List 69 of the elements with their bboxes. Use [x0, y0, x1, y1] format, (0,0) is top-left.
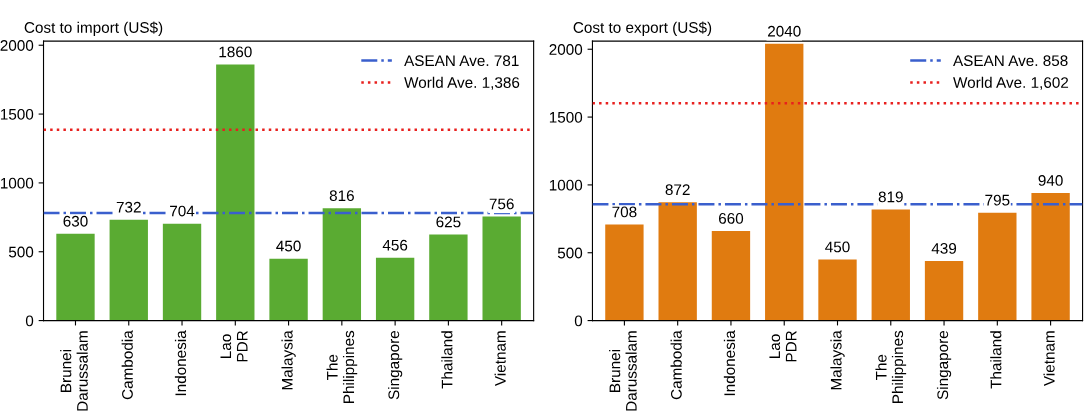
data-label: 795 — [985, 194, 1010, 206]
bar — [924, 261, 964, 321]
x-tick-label: Brunei Darussalam — [60, 331, 88, 411]
x-tick-label: Brunei Darussalam — [609, 331, 637, 411]
y-tick-label: 500 — [557, 247, 583, 259]
data-label: 756 — [489, 198, 514, 210]
x-tick-label: The Philippines — [326, 330, 358, 403]
bar — [818, 259, 857, 321]
bar — [216, 64, 255, 321]
bar — [162, 223, 202, 321]
y-tick-label: 1000 — [0, 177, 34, 189]
data-label: 940 — [1038, 175, 1063, 186]
y-tick-label: 1500 — [0, 108, 34, 120]
bar — [56, 233, 95, 321]
data-label: 450 — [276, 240, 301, 252]
x-tick-label: Singapore — [388, 330, 403, 400]
x-tick-label: Indonesia — [723, 330, 736, 396]
data-label: 872 — [665, 184, 690, 196]
bar — [978, 212, 1017, 321]
bar — [109, 219, 148, 321]
bar — [871, 209, 910, 321]
bar — [322, 208, 362, 321]
bar — [375, 257, 415, 321]
data-label: 450 — [825, 241, 850, 253]
x-tick-label: Malaysia — [830, 330, 845, 390]
x-tick-label: Vietnam — [1043, 331, 1055, 387]
y-tick-label: 1500 — [549, 111, 583, 123]
x-tick-label: Lao PDR — [220, 331, 248, 362]
x-tick-label: Cambodia — [121, 330, 133, 400]
x-tick-label: Thailand — [990, 331, 1002, 389]
data-label: 630 — [63, 215, 88, 227]
data-label: 732 — [116, 201, 141, 213]
legend-label: ASEAN Ave. 858 — [953, 55, 1068, 67]
data-label: 625 — [436, 216, 461, 228]
data-label: 708 — [612, 206, 637, 218]
bar — [765, 43, 804, 321]
bar — [269, 258, 308, 321]
y-tick-label: 0 — [25, 315, 34, 327]
chart-title: Cost to export (US$) — [573, 21, 712, 36]
x-tick-label: Indonesia — [174, 330, 187, 396]
y-tick-label: 500 — [8, 246, 34, 258]
data-label: 704 — [170, 205, 195, 217]
bar — [658, 202, 697, 321]
y-tick-label: 2000 — [0, 40, 34, 51]
data-label: 660 — [718, 213, 744, 224]
legend-label: ASEAN Ave. 781 — [404, 55, 519, 67]
data-label: 456 — [382, 239, 408, 251]
data-label: 2040 — [768, 25, 801, 37]
data-label: 819 — [878, 191, 903, 203]
x-tick-label: Malaysia — [281, 330, 296, 390]
chart-title: Cost to import (US$) — [24, 21, 163, 36]
bar — [1031, 193, 1070, 321]
bar — [605, 224, 644, 321]
x-tick-label: The Philippines — [875, 330, 907, 403]
legend-label: World Ave. 1,386 — [404, 76, 520, 90]
y-tick-label: 2000 — [549, 44, 583, 55]
data-label: 816 — [329, 190, 354, 202]
legend-label: World Ave. 1,602 — [953, 76, 1069, 90]
x-tick-label: Cambodia — [670, 330, 682, 400]
y-tick-label: 1000 — [549, 179, 583, 191]
x-tick-label: Vietnam — [494, 331, 506, 387]
x-tick-label: Thailand — [441, 331, 453, 389]
data-label: 439 — [931, 243, 957, 254]
bar — [429, 234, 468, 321]
data-label: 1860 — [219, 46, 252, 58]
y-tick-label: 0 — [574, 315, 583, 327]
bar — [711, 231, 751, 321]
x-tick-label: Singapore — [936, 330, 952, 400]
x-tick-label: Lao PDR — [769, 331, 797, 362]
